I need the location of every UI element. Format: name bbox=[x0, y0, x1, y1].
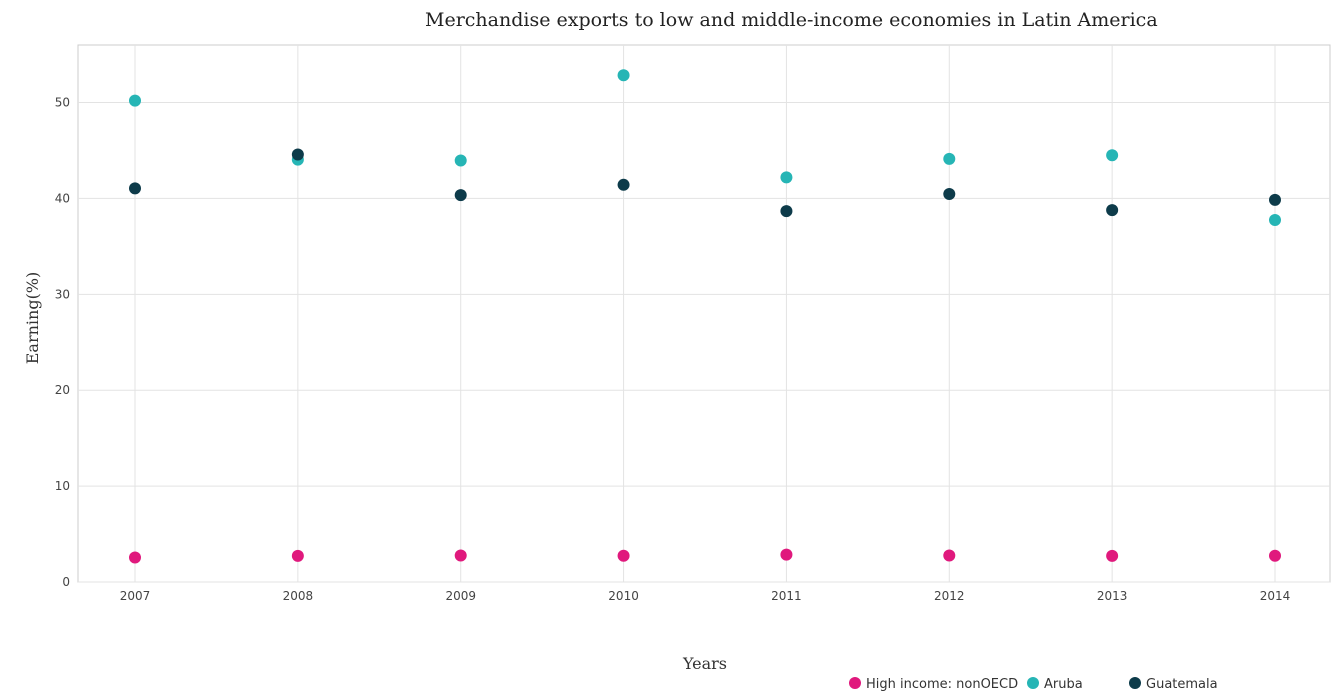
data-point bbox=[780, 171, 793, 184]
legend-marker bbox=[849, 677, 861, 689]
data-point bbox=[1269, 214, 1281, 227]
legend: High income: nonOECD Aruba Guatemala bbox=[849, 677, 1218, 692]
data-point bbox=[780, 548, 793, 561]
data-point bbox=[943, 152, 956, 165]
y-tick-label: 10 bbox=[55, 479, 70, 493]
x-tick-label: 2013 bbox=[1097, 589, 1128, 603]
data-point bbox=[129, 94, 141, 107]
x-tick-label: 2007 bbox=[120, 589, 151, 603]
y-tick-label: 0 bbox=[62, 575, 70, 589]
data-point bbox=[617, 69, 630, 82]
y-tick-label: 40 bbox=[55, 191, 70, 205]
series-2 bbox=[129, 148, 1281, 218]
x-axis-label: Years bbox=[682, 654, 727, 673]
data-point bbox=[454, 549, 467, 562]
data-point bbox=[129, 182, 141, 195]
y-axis: 0 10 20 30 40 50 bbox=[55, 96, 70, 589]
legend-marker bbox=[1027, 677, 1039, 689]
x-axis: 2007 2008 2009 2010 2011 2012 2013 2014 bbox=[120, 589, 1291, 603]
y-tick-label: 50 bbox=[55, 96, 70, 110]
data-point bbox=[1269, 193, 1281, 206]
legend-item: Guatemala bbox=[1129, 677, 1218, 692]
data-point bbox=[1106, 549, 1119, 562]
plot-area bbox=[77, 44, 1331, 583]
legend-label: Guatemala bbox=[1146, 677, 1218, 692]
x-tick-label: 2009 bbox=[445, 589, 476, 603]
chart-title: Merchandise exports to low and middle-in… bbox=[425, 9, 1158, 31]
data-point bbox=[454, 154, 467, 167]
legend-item: Aruba bbox=[1027, 677, 1083, 692]
data-point bbox=[454, 189, 467, 202]
legend-label: High income: nonOECD bbox=[866, 677, 1018, 692]
data-point bbox=[943, 549, 956, 562]
data-point bbox=[1269, 549, 1281, 562]
data-point bbox=[617, 549, 630, 562]
x-tick-label: 2011 bbox=[771, 589, 802, 603]
data-point bbox=[617, 178, 630, 191]
legend-label: Aruba bbox=[1044, 677, 1083, 692]
data-point bbox=[291, 549, 304, 562]
x-tick-label: 2010 bbox=[608, 589, 639, 603]
data-point bbox=[129, 551, 141, 564]
legend-marker bbox=[1129, 677, 1141, 689]
data-point bbox=[943, 188, 956, 201]
x-tick-label: 2008 bbox=[283, 589, 314, 603]
y-tick-label: 30 bbox=[55, 287, 70, 301]
x-tick-label: 2014 bbox=[1260, 589, 1291, 603]
legend-item: High income: nonOECD bbox=[849, 677, 1018, 692]
data-point bbox=[780, 205, 793, 218]
data-point bbox=[291, 148, 304, 161]
y-axis-label: Earning(%) bbox=[23, 272, 42, 365]
plot-frame bbox=[77, 44, 1331, 583]
series-0 bbox=[129, 548, 1281, 564]
data-point bbox=[1106, 204, 1119, 217]
y-tick-label: 20 bbox=[55, 383, 70, 397]
x-tick-label: 2012 bbox=[934, 589, 965, 603]
data-point bbox=[1106, 149, 1119, 162]
